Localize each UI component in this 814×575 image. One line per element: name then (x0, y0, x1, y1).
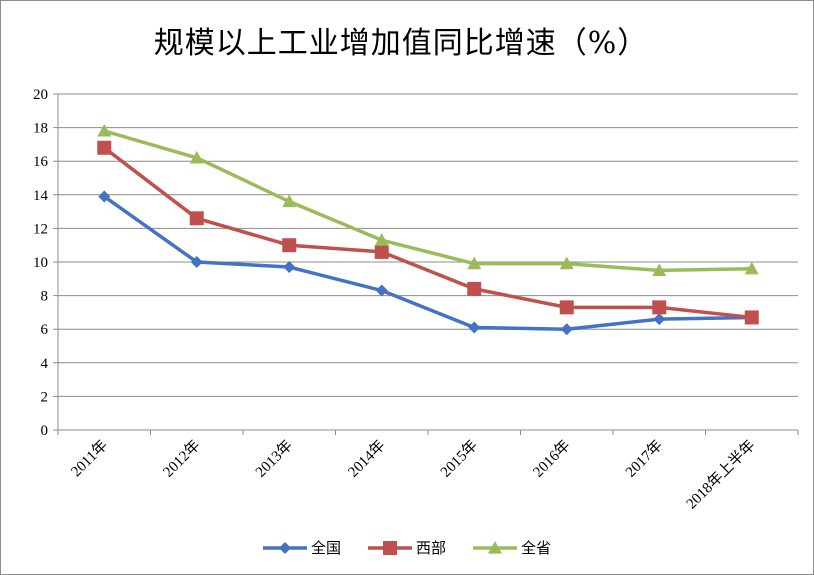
chart-title: 规模以上工业增加值同比增速（%） (154, 26, 649, 61)
legend-label: 全省 (521, 539, 551, 557)
data-point (653, 313, 666, 326)
data-point (744, 310, 759, 325)
x-tick-label: 2011年 (68, 437, 111, 480)
data-point (374, 244, 389, 259)
series-line (103, 129, 752, 273)
series-line (103, 146, 752, 320)
legend-label: 全国 (311, 539, 341, 557)
data-point (189, 211, 204, 226)
data-point (282, 194, 297, 208)
x-tick-label: 2016年 (530, 437, 574, 481)
y-axis-ticks: 0 2 4 6 8 10 12 14 16 18 20 (33, 87, 49, 439)
y-tick-label: 8 (41, 289, 49, 305)
data-point (189, 150, 204, 164)
x-axis-ticks: 2011年 2012年 2013年 2014年 2015年 2016年 2017年 2018年… (68, 437, 759, 513)
y-tick-label: 12 (33, 221, 48, 237)
data-point (98, 190, 111, 203)
legend-item: 全省 (473, 539, 551, 557)
x-tick-label: 2015年 (437, 437, 481, 481)
y-tick-label: 0 (41, 423, 49, 439)
series-3 (97, 123, 759, 276)
data-point (468, 321, 481, 334)
data-point (559, 300, 574, 315)
data-point (375, 284, 388, 297)
legend-item: 西部 (368, 539, 446, 557)
y-tick-label: 10 (33, 255, 48, 271)
legend-marker (488, 541, 502, 554)
legend-item: 全国 (263, 539, 341, 557)
y-tick-label: 2 (41, 389, 49, 405)
data-point (467, 281, 482, 296)
x-tick-label: 2014年 (345, 437, 389, 481)
legend-marker (279, 542, 291, 554)
y-tick-label: 16 (33, 154, 49, 170)
data-point (652, 300, 667, 315)
data-point (559, 256, 574, 270)
y-tick-label: 4 (41, 356, 49, 372)
data-point (374, 233, 389, 246)
axes (53, 93, 799, 435)
legend-marker (383, 541, 397, 555)
data-point (282, 238, 297, 253)
data-point (97, 140, 112, 155)
data-point (744, 261, 759, 275)
y-tick-label: 18 (33, 121, 48, 137)
data-point (560, 323, 573, 336)
legend-label: 西部 (416, 539, 446, 557)
y-tick-label: 6 (41, 322, 49, 338)
y-tick-label: 20 (33, 87, 48, 103)
series-group (97, 123, 759, 336)
y-tick-label: 14 (33, 188, 49, 204)
data-point (190, 256, 203, 268)
x-tick-label: 2012年 (160, 437, 204, 481)
data-point (97, 123, 112, 137)
data-point (652, 263, 667, 276)
data-point (467, 256, 482, 270)
data-point (283, 261, 296, 274)
series-line (103, 195, 752, 331)
x-tick-label: 2013年 (252, 437, 296, 481)
x-tick-label: 2017年 (622, 437, 666, 481)
x-tick-label: 2018年上半年 (683, 437, 759, 513)
series-2 (97, 140, 759, 325)
legend: 全国 西部 全省 (263, 539, 551, 557)
gridlines (58, 93, 798, 397)
